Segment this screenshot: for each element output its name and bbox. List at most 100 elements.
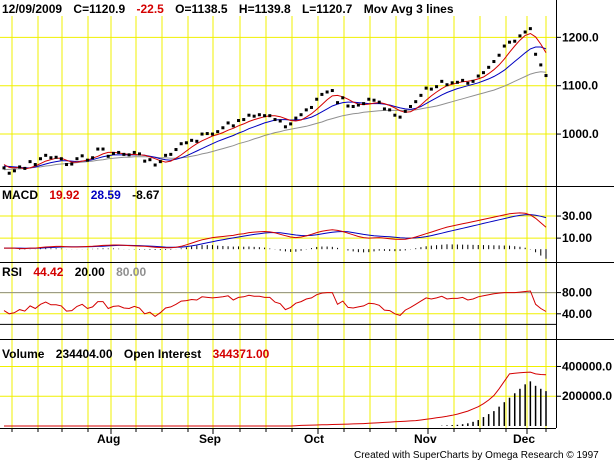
price-point bbox=[351, 104, 355, 108]
price-point bbox=[59, 157, 63, 161]
header-date: 12/09/2009 bbox=[2, 2, 62, 16]
y-tick-label: 1000.0 bbox=[562, 127, 599, 141]
price-point bbox=[210, 132, 214, 136]
price-point bbox=[445, 83, 449, 87]
price-point bbox=[190, 138, 194, 142]
price-point bbox=[346, 104, 350, 108]
price-point bbox=[169, 152, 173, 156]
price-point bbox=[242, 118, 246, 122]
footer-credit: Created with SuperCharts by Omega Resear… bbox=[354, 450, 599, 461]
y-tick-label: 30.00 bbox=[562, 209, 592, 223]
price-point bbox=[393, 113, 397, 117]
price-point bbox=[184, 141, 188, 145]
price-point bbox=[534, 52, 538, 56]
price-header: 12/09/2009 C=1120.9 -22.5 O=1138.5 H=113… bbox=[2, 2, 454, 16]
price-point bbox=[304, 108, 308, 112]
price-point bbox=[80, 154, 84, 158]
price-point bbox=[75, 157, 79, 161]
price-point bbox=[450, 81, 454, 85]
price-point bbox=[367, 97, 371, 101]
price-point bbox=[247, 113, 251, 117]
price-point bbox=[398, 115, 402, 119]
price-point bbox=[461, 78, 465, 82]
price-point bbox=[49, 156, 53, 160]
panel-frame bbox=[0, 0, 614, 429]
price-point bbox=[388, 108, 392, 112]
price-point bbox=[70, 162, 74, 166]
price-point bbox=[289, 122, 293, 126]
macd-label: MACD bbox=[2, 188, 38, 202]
macd-value: 19.92 bbox=[49, 188, 79, 202]
price-point bbox=[414, 100, 418, 104]
price-point bbox=[263, 114, 267, 118]
price-point bbox=[492, 60, 496, 64]
header-study: Mov Avg 3 lines bbox=[364, 2, 454, 16]
price-point bbox=[341, 96, 345, 100]
price-point bbox=[283, 125, 287, 129]
price-point bbox=[257, 113, 261, 117]
price-point bbox=[2, 166, 6, 170]
price-point bbox=[38, 157, 42, 161]
price-point bbox=[539, 63, 543, 67]
price-point bbox=[409, 104, 412, 108]
macd-signal-value: 28.59 bbox=[91, 188, 121, 202]
price-point bbox=[325, 90, 329, 94]
price-point bbox=[424, 86, 428, 90]
series-layer: 1200.0 1100.0 1000.0 30.00 10.00 80.00 40.00 40… bbox=[0, 27, 612, 446]
price-point bbox=[481, 71, 485, 75]
x-tick-label: Oct bbox=[304, 432, 324, 446]
price-point bbox=[195, 139, 199, 143]
price-point bbox=[44, 153, 48, 157]
grid-layer bbox=[0, 16, 556, 428]
header-change: -22.5 bbox=[136, 2, 164, 16]
price-point bbox=[435, 85, 439, 89]
price-point bbox=[33, 163, 37, 167]
moving-average-fast-line bbox=[3, 32, 547, 170]
y-tick-label: 10.00 bbox=[562, 231, 592, 245]
macd-diff-value: -8.67 bbox=[132, 188, 160, 202]
rsi-label: RSI bbox=[2, 265, 22, 279]
price-point bbox=[278, 119, 282, 123]
price-point bbox=[7, 171, 11, 175]
macd-header: MACD 19.92 28.59 -8.67 bbox=[2, 188, 160, 202]
price-point bbox=[153, 163, 157, 167]
price-point bbox=[513, 39, 517, 43]
price-point bbox=[471, 79, 475, 83]
rsi-level-high: 80.00 bbox=[116, 265, 146, 279]
x-tick-label: Sep bbox=[199, 432, 221, 446]
price-point bbox=[523, 30, 527, 34]
price-point bbox=[528, 27, 532, 31]
price-point bbox=[91, 156, 95, 160]
price-point bbox=[132, 150, 136, 154]
price-point bbox=[268, 114, 272, 118]
macd-line bbox=[4, 212, 547, 250]
header-open: O=1138.5 bbox=[175, 2, 228, 16]
open-interest-value: 344371.00 bbox=[213, 347, 270, 361]
price-point bbox=[23, 166, 27, 170]
price-point bbox=[96, 147, 100, 151]
price-point bbox=[315, 97, 319, 101]
price-point bbox=[106, 154, 110, 158]
price-point bbox=[440, 79, 444, 83]
header-high: H=1139.8 bbox=[239, 2, 291, 16]
moving-average-slow-line bbox=[3, 71, 547, 171]
price-point bbox=[252, 114, 256, 118]
price-point bbox=[143, 159, 147, 163]
header-low: L=1120.7 bbox=[302, 2, 353, 16]
price-point bbox=[330, 89, 334, 93]
price-point bbox=[502, 44, 506, 48]
x-tick-label: Aug bbox=[97, 432, 120, 446]
open-interest-label: Open Interest bbox=[124, 347, 201, 361]
price-point bbox=[127, 153, 131, 157]
volume-value: 234404.00 bbox=[56, 347, 113, 361]
price-point bbox=[382, 107, 386, 111]
price-point bbox=[508, 40, 512, 44]
rsi-header: RSI 44.42 20.00 80.00 bbox=[2, 265, 146, 279]
rsi-value: 44.42 bbox=[33, 265, 63, 279]
x-tick-label: Dec bbox=[513, 432, 535, 446]
header-close: C=1120.9 bbox=[73, 2, 125, 16]
price-point bbox=[111, 151, 115, 155]
price-point bbox=[320, 92, 324, 96]
